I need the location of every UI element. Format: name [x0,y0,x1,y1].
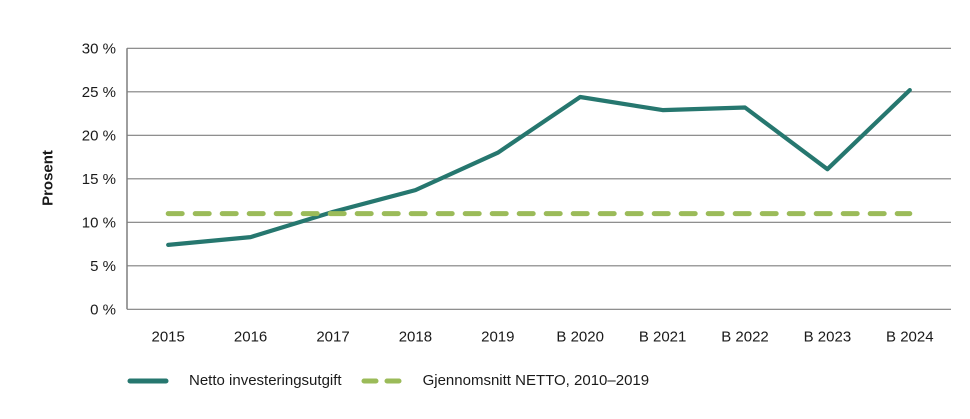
x-tick-label: B 2020 [556,328,604,345]
y-tick-label: 20 % [82,127,116,144]
legend-label-gjennomsnitt: Gjennomsnitt NETTO, 2010–2019 [422,372,650,389]
y-tick-label: 5 % [90,258,116,275]
dashed-line-icon [361,378,403,383]
legend-label-netto: Netto investeringsutgift [189,372,342,389]
x-tick-label: 2017 [316,328,349,345]
x-tick-label: B 2022 [721,328,769,345]
y-axis-title: Prosent [39,150,57,206]
y-tick-label: 30 % [82,40,116,57]
solid-line-icon [127,378,169,383]
x-tick-label: 2016 [234,328,267,345]
x-tick-label: B 2024 [886,328,934,345]
y-tick-label: 15 % [82,171,116,188]
y-tick-label: 10 % [82,214,116,231]
legend: Netto investeringsutgift Gjennomsnitt NE… [127,372,649,389]
x-tick-label: B 2021 [639,328,687,345]
legend-item-gjennomsnitt-netto: Gjennomsnitt NETTO, 2010–2019 [361,372,650,389]
y-tick-label: 25 % [82,84,116,101]
x-tick-label: 2018 [399,328,432,345]
legend-item-netto-investeringsutgift: Netto investeringsutgift [127,372,342,389]
series-line-netto-investeringsutgift [166,87,912,247]
y-tick-label: 0 % [90,301,116,318]
x-tick-label: 2019 [481,328,514,345]
x-tick-label: B 2023 [804,328,852,345]
x-tick-label: 2015 [152,328,185,345]
